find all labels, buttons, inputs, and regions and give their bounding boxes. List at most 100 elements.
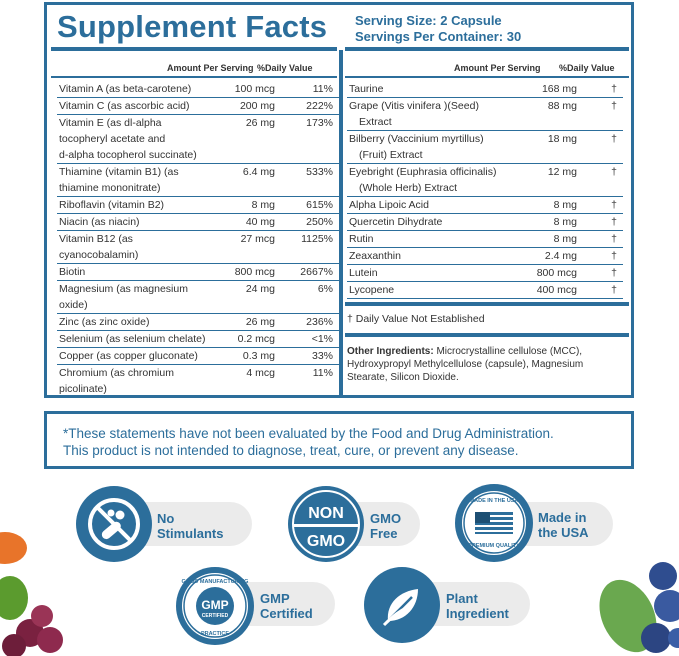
nutrient-daily-value: † [611,267,617,279]
nutrient-name-line: Lycopene [349,284,395,296]
serving-size: Serving Size: 2 Capsule [355,13,502,28]
nutrient-name-line: Zinc (as zinc oxide) [59,316,150,328]
nutrient-daily-value: 222% [306,100,333,112]
table-row: Copper (as copper gluconate) 0.3 mg 33% [57,348,339,365]
nutrient-amount: 100 mcg [234,83,275,95]
nutrient-name: Alpha Lipoic Acid [349,197,429,213]
nutrient-amount: 4 mcg [246,367,275,379]
nutrient-name: Rutin [349,231,374,247]
table-row: Quercetin Dihydrate 8 mg † [347,214,623,231]
table-row: Vitamin A (as beta-carotene) 100 mcg 11% [57,81,339,98]
table-row: Taurine 168 mg † [347,81,623,98]
nutrient-daily-value: † [611,100,617,112]
nutrient-name: Vitamin B12 (as cyanocobalamin) [59,231,138,263]
table-row: Magnesium (as magnesium oxide) 24 mg 6% [57,281,339,314]
nutrient-name: Chromium (as chromium picolinate) [59,365,174,397]
nutrient-name: Grape (Vitis vinifera )(Seed) Extract [349,98,479,130]
nutrient-amount: 88 mg [547,100,577,112]
nutrient-amount: 26 mg [245,316,275,328]
nutrient-daily-value: <1% [311,333,333,345]
nutrient-name-line: Copper (as copper gluconate) [59,350,198,362]
nutrient-daily-value: 11% [312,367,333,379]
nutrient-daily-value: 2667% [300,266,333,278]
nutrient-name-line: Vitamin A (as beta-carotene) [59,83,192,95]
header-rule-right [345,47,629,51]
gmo-free-label: GMO Free [370,511,401,541]
nutrient-name-line: Quercetin Dihydrate [349,216,443,228]
nutrient-name-line: Rutin [349,233,374,245]
nutrient-name-line: Thiamine (vitamin B1) (as [59,166,179,178]
fda-disclaimer: *These statements have not been evaluate… [44,411,634,469]
dagger-note: † Daily Value Not Established [347,313,485,325]
serving-info: Serving Size: 2 Capsule Servings Per Con… [355,13,521,45]
nutrient-name: Thiamine (vitamin B1) (as thiamine mononi… [59,164,179,196]
gmp-certified-label: GMP Certified [260,591,313,621]
nutrient-name-line: Riboflavin (vitamin B2) [59,199,165,211]
nutrient-name-line: thiamine mononitrate) [59,182,161,194]
nutrient-daily-value: † [611,133,617,145]
leaf-icon [382,589,418,627]
gmp-seal-icon: GOOD MANUFACTURING GMP CERTIFIED PRACTIC… [182,573,248,639]
gmp-icon-sub: CERTIFIED [202,613,229,619]
table-row: Selenium (as selenium chelate) 0.2 mcg <1% [57,331,339,348]
made-in-usa-badge: MADE IN THE USA PREMIUM QUALITY [455,484,533,562]
nutrient-name-line: (Whole Herb) Extract [359,182,458,194]
table-row: Vitamin C (as ascorbic acid) 200 mg 222% [57,98,339,115]
nutrient-daily-value: † [611,166,617,178]
nutrient-name-line: picolinate) [59,383,107,395]
nutrient-amount: 18 mg [547,133,577,145]
made-in-usa-label: Made in the USA [538,510,589,540]
non-gmo-icon-top: NON [308,505,344,522]
nutrient-name-line: Bilberry (Vaccinium myrtillus) [349,133,484,145]
nutrient-daily-value: 1125% [301,233,333,245]
plant-ingredient-line2: Ingredient [446,606,509,621]
nutrient-amount: 27 mcg [240,233,275,245]
other-ingredients-label: Other Ingredients: [347,346,434,357]
nutrient-name: Eyebright (Euphrasia officinalis) (Whole … [349,164,496,196]
plant-ingredient-line1: Plant [446,591,478,606]
nutrient-name-line: tocopheryl acetate and [59,133,166,145]
nutrient-name: Vitamin E (as dl-alpha tocopheryl acetate… [59,115,197,163]
table-row: Zinc (as zinc oxide) 26 mg 236% [57,314,339,331]
other-ingredients: Other Ingredients: Microcrystalline cell… [347,345,617,384]
table-row: Zeaxanthin 2.4 mg † [347,248,623,265]
nutrient-amount: 24 mg [245,283,275,295]
plant-ingredient-label: Plant Ingredient [446,591,509,621]
nutrient-amount: 200 mg [239,100,275,112]
no-stimulants-label: No Stimulants [157,511,223,541]
fruit-decoration-right [599,562,679,653]
nutrient-name: Selenium (as selenium chelate) [59,331,206,347]
nutrient-name-line: Vitamin C (as ascorbic acid) [59,100,190,112]
nutrient-name: Quercetin Dihydrate [349,214,442,230]
table-row: Vitamin E (as dl-alpha tocopheryl acetate… [57,115,339,164]
nutrient-daily-value: 250% [306,216,333,228]
no-pills-icon [88,498,140,550]
nutrient-name: Zeaxanthin [349,248,401,264]
nutrient-name-line: Alpha Lipoic Acid [349,199,429,211]
nutrient-name-line: Lutein [349,267,378,279]
nutrient-name-line: Magnesium (as magnesium [59,283,188,295]
nutrient-amount: 800 mcg [234,266,275,278]
nutrient-daily-value: † [611,233,617,245]
nutrient-amount: 0.3 mg [242,350,275,362]
nutrient-amount: 2.4 mg [544,250,577,262]
right-col-amount-header: Amount Per Serving [454,63,541,73]
nutrient-name: Lycopene [349,282,394,298]
nutrient-amount: 6.4 mg [242,166,275,178]
nutrient-amount: 8 mg [553,216,577,228]
nutrient-name: Biotin [59,264,85,280]
table-row: Niacin (as niacin) 40 mg 250% [57,214,339,231]
nutrient-name-line: Chromium (as chromium [59,367,174,379]
nutrient-name: Vitamin A (as beta-carotene) [59,81,191,97]
dagger-rule [345,302,629,306]
gmp-certified-line2: Certified [260,606,313,621]
non-gmo-icon-bottom: GMO [307,533,345,550]
table-row: Biotin 800 mcg 2667% [57,264,339,281]
nutrient-amount: 400 mcg [536,284,577,296]
nutrient-daily-value: 173% [306,117,333,129]
nutrient-amount: 40 mg [245,216,275,228]
nutrient-name: Vitamin C (as ascorbic acid) [59,98,190,114]
nutrient-daily-value: 533% [306,166,333,178]
gmp-icon-center: GMP [201,598,228,612]
usa-icon-bottom: PREMIUM QUALITY [468,543,520,549]
